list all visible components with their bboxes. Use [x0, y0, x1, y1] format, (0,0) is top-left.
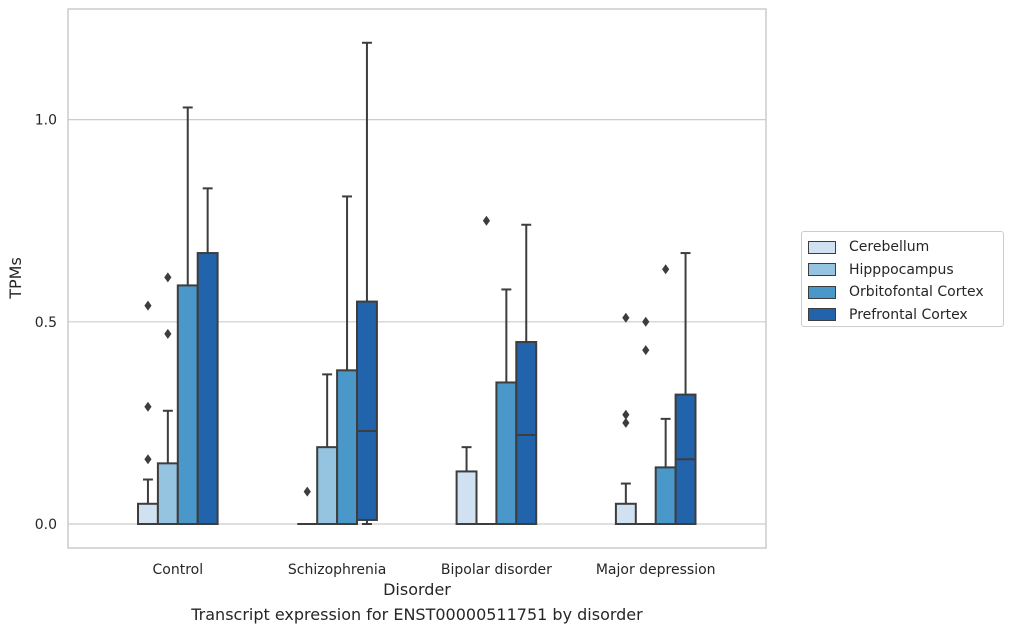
legend-label-hippocampus: Hipppocampus: [849, 261, 954, 278]
x-tick-label: Bipolar disorder: [441, 562, 552, 578]
y-tick-label: 0.5: [35, 315, 57, 331]
box: [614, 502, 637, 525]
legend-item-orbitofrontal-cortex: Orbitofontal Cortex: [808, 281, 997, 304]
plot-frame: [67, 8, 767, 549]
x-tick-label: Schizophrenia: [288, 562, 386, 578]
outlier-point: [622, 417, 630, 428]
box: [654, 466, 677, 526]
legend-swatch-cerebellum: [808, 240, 836, 254]
box: [137, 502, 159, 525]
box: [336, 369, 359, 525]
legend-item-cerebellum: Cerebellum: [808, 236, 997, 259]
outlier-point: [642, 345, 650, 356]
box: [515, 341, 538, 525]
outlier-point: [164, 272, 172, 283]
legend-label-prefrontal-cortex: Prefrontal Cortex: [849, 306, 968, 323]
outlier-point: [144, 401, 152, 412]
outlier-point: [642, 316, 650, 327]
box: [316, 446, 339, 525]
y-tick-label: 0.0: [35, 517, 57, 533]
legend-swatch-prefrontal-cortex: [808, 308, 836, 322]
box: [356, 300, 378, 521]
outlier-point: [164, 328, 172, 339]
outlier-point: [662, 264, 670, 275]
box: [455, 470, 478, 526]
legend: Cerebellum Hipppocampus Orbitofontal Cor…: [801, 231, 1004, 327]
whiskers: [142, 41, 691, 525]
box: [176, 284, 199, 525]
outlier-point: [622, 409, 630, 420]
legend-item-prefrontal-cortex: Prefrontal Cortex: [808, 304, 997, 327]
y-tick-labels: 0.00.51.01.52.02.5: [35, 113, 57, 533]
box: [495, 381, 518, 525]
outlier-point: [482, 215, 491, 226]
figure-caption: Transcript expression for ENST0000051175…: [191, 605, 643, 624]
boxes: [137, 252, 697, 526]
legend-swatch-orbitofrontal-cortex: [808, 285, 836, 299]
x-tick-labels: Control Schizophrenia Bipolar disorder Majo…: [152, 562, 715, 578]
legend-swatch-hippocampus: [808, 263, 836, 277]
outliers: [144, 215, 670, 497]
box: [156, 462, 179, 525]
gridlines: [68, 118, 766, 525]
y-tick-label: 1.0: [35, 113, 57, 129]
plot-area-border: [67, 8, 767, 549]
outlier-point: [144, 454, 152, 465]
legend-item-hippocampus: Hipppocampus: [808, 259, 997, 282]
outlier-point: [303, 486, 311, 497]
outlier-point: [622, 312, 630, 323]
box: [196, 252, 219, 525]
outlier-point: [144, 300, 152, 311]
x-axis-label: Disorder: [383, 580, 451, 599]
legend-label-orbitofrontal-cortex: Orbitofontal Cortex: [849, 284, 984, 301]
legend-label-cerebellum: Cerebellum: [849, 239, 930, 256]
x-tick-label: Control: [152, 562, 203, 578]
y-axis-label: TPMs: [6, 257, 25, 300]
x-tick-label: Major depression: [596, 562, 716, 578]
